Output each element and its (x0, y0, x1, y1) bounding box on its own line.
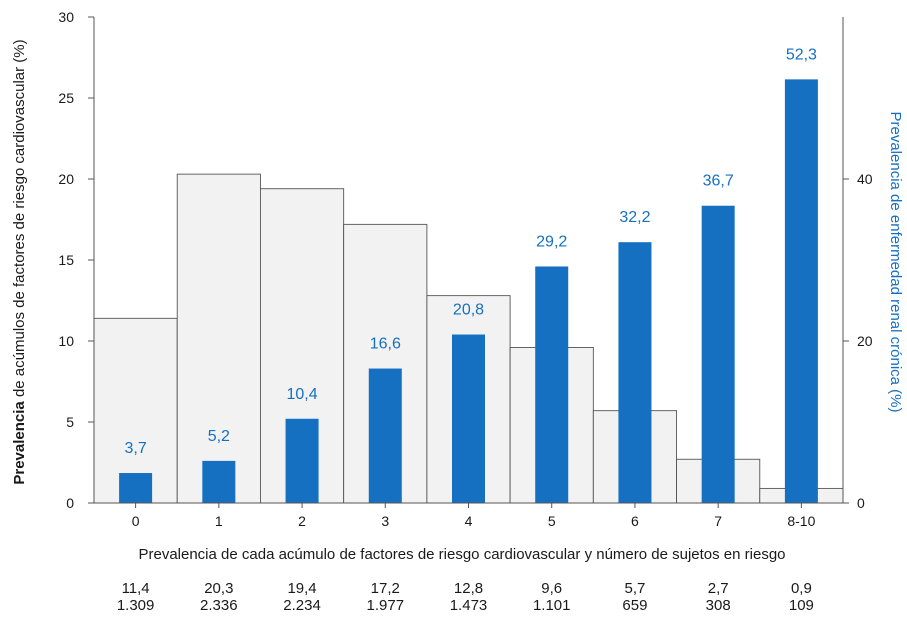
table-prevalence-6: 5,7 (625, 580, 646, 597)
x-tick-label-2: 2 (298, 513, 306, 529)
y-axis-right-title: Prevalencia de enfermedad renal crónica … (887, 112, 904, 413)
blue-bar-label-7: 36,7 (703, 173, 734, 190)
table-prevalence-5: 9,6 (541, 580, 562, 597)
blue-bar-label-3: 16,6 (370, 336, 401, 353)
blue-bar-label-2: 10,4 (286, 386, 317, 403)
blue-bar-4 (452, 335, 485, 503)
table-subjects-3: 1.977 (367, 597, 405, 614)
x-tick-label-3: 3 (381, 513, 389, 529)
y-left-tick-label-5: 5 (66, 414, 74, 430)
y-left-tick-label-25: 25 (58, 90, 74, 106)
table-prevalence-4: 12,8 (454, 580, 483, 597)
grey-bar-1 (177, 174, 260, 503)
blue-bar-label-4: 20,8 (453, 302, 484, 319)
table-prevalence-0: 11,4 (122, 580, 150, 597)
blue-bar-8-10 (785, 79, 818, 503)
y-left-tick-label-0: 0 (66, 495, 74, 511)
data-table-group: 11,4 20,3 19,4 17,2 12,8 9,6 5,7 2,7 0,9 1.309 2.3… (117, 580, 814, 614)
blue-bar-7 (702, 206, 735, 503)
y-left-tick-label-20: 20 (58, 171, 74, 187)
blue-bar-6 (618, 242, 651, 503)
x-tick-label-0: 0 (132, 513, 140, 529)
blue-bar-0 (119, 473, 152, 503)
blue-bar-label-6: 32,2 (619, 209, 650, 226)
blue-bar-label-8-10: 52,3 (786, 46, 817, 63)
x-tick-label-6: 6 (631, 513, 639, 529)
y-left-tick-label-30: 30 (58, 9, 74, 25)
y-right-tick-label-0: 0 (857, 495, 865, 511)
blue-bar-2 (286, 419, 319, 503)
x-tick-label-1: 1 (215, 513, 223, 529)
table-subjects-0: 1.309 (117, 597, 155, 614)
table-subjects-7: 308 (706, 597, 731, 614)
y-axis-left-title-rest: de acúmulos de factores de riesgo cardio… (11, 39, 28, 401)
x-tick-label-5: 5 (548, 513, 556, 529)
table-subjects-8-10: 109 (789, 597, 814, 614)
table-subjects-4: 1.473 (450, 597, 488, 614)
x-axis-title: Prevalencia de cada acúmulo de factores … (138, 546, 785, 563)
table-prevalence-7: 2,7 (708, 580, 729, 597)
y-right-tick-label-40: 40 (857, 171, 873, 187)
table-prevalence-8-10: 0,9 (791, 580, 812, 597)
table-prevalence-1: 20,3 (204, 580, 233, 597)
x-tick-label-8-10: 8-10 (787, 513, 815, 529)
blue-bar-5 (535, 266, 568, 503)
blue-bar-label-0: 3,7 (124, 440, 146, 457)
table-prevalence-3: 17,2 (371, 580, 400, 597)
y-left-tick-label-15: 15 (58, 252, 74, 268)
y-left-tick-label-10: 10 (58, 333, 74, 349)
blue-bar-label-5: 29,2 (536, 233, 567, 250)
blue-bar-1 (202, 461, 235, 503)
y-right-tick-label-20: 20 (857, 333, 873, 349)
table-prevalence-2: 19,4 (287, 580, 316, 597)
table-subjects-1: 2.336 (200, 597, 238, 614)
blue-bar-3 (369, 369, 402, 503)
x-tick-label-4: 4 (465, 513, 473, 529)
table-subjects-6: 659 (622, 597, 647, 614)
y-axis-left-title-prefix: Prevalencia (11, 401, 28, 485)
blue-bar-label-1: 5,2 (208, 428, 230, 445)
y-axis-left-title: Prevalencia de acúmulos de factores de r… (11, 39, 28, 484)
table-subjects-5: 1.101 (533, 597, 571, 614)
x-tick-label-7: 7 (714, 513, 722, 529)
table-subjects-2: 2.234 (283, 597, 321, 614)
